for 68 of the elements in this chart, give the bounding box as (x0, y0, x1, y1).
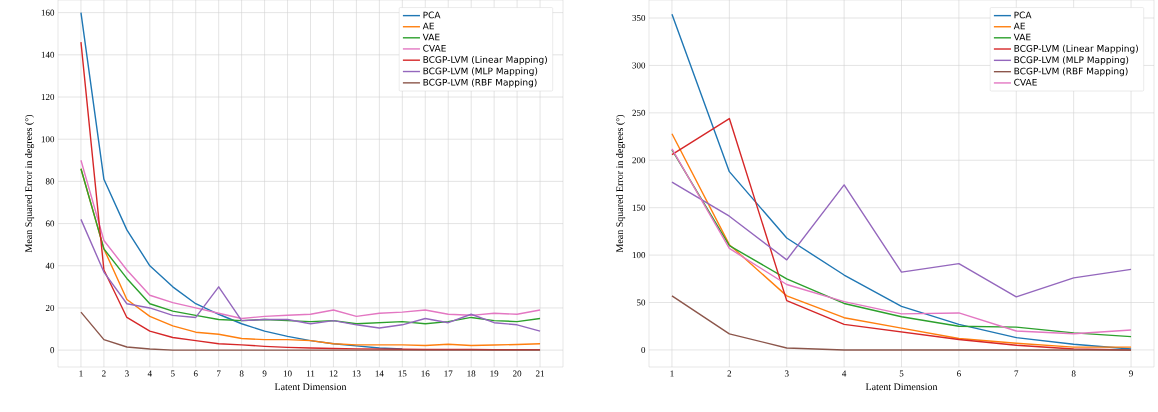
y-tick-label: 200 (632, 157, 646, 164)
x-tick-label: 9 (262, 370, 267, 377)
x-tick-label: 4 (147, 370, 152, 377)
legend-label: VAE (422, 33, 440, 41)
x-tick-label: 13 (352, 370, 361, 377)
y-tick-label: 100 (632, 252, 646, 259)
x-tick-label: 16 (421, 370, 430, 377)
x-tick-label: 6 (957, 370, 961, 377)
legend-label: BCGP-LVM (RBF Mapping) (423, 78, 537, 88)
y-tick-label: 160 (41, 9, 55, 16)
legend-label: BCGP-LVM (Linear Mapping) (423, 56, 547, 65)
y-tick-label: 350 (632, 14, 646, 22)
y-tick-label: 250 (632, 109, 646, 116)
x-tick-label: 8 (239, 370, 244, 377)
legend-label: BCGP-LVM (MLP Mapping) (1014, 56, 1129, 65)
line-series (80, 11, 404, 350)
y-tick-label: 100 (41, 136, 55, 143)
legend-label: CVAE (1014, 78, 1037, 86)
x-tick-label: 3 (784, 370, 789, 377)
legend-label: BCGP-LVM (MLP Mapping) (423, 67, 538, 77)
x-tick-label: 21 (535, 370, 545, 377)
x-tick-label: 1 (670, 370, 674, 377)
x-tick-label: 1 (79, 370, 83, 377)
x-tick-label: 20 (512, 370, 522, 377)
x-tick-label: 5 (171, 370, 175, 377)
x-tick-label: 7 (217, 370, 221, 377)
x-tick-label: 5 (899, 370, 904, 377)
y-axis-title: Mean Squared Error in degrees (°) (616, 114, 626, 253)
x-tick-label: 17 (444, 370, 453, 377)
y-tick-label: 50 (636, 299, 646, 306)
legend-label: BCGP-LVM (Linear Mapping) (1014, 44, 1138, 54)
x-tick-label: 2 (727, 370, 732, 377)
x-tick-label: 6 (193, 370, 198, 377)
x-tick-label: 14 (375, 370, 384, 377)
y-tick-label: 60 (45, 220, 55, 227)
y-axis-title: Mean Squared Error in degrees (°) (25, 114, 35, 253)
legend-label: BCGP-LVM (RBF Mapping) (1014, 67, 1128, 77)
x-tick-label: 3 (125, 370, 129, 377)
line-series (671, 181, 1132, 298)
x-tick-label: 11 (306, 370, 315, 377)
y-tick-label: 140 (41, 51, 55, 58)
legend-label: PCA (423, 11, 441, 19)
y-tick-label: 20 (45, 304, 55, 311)
legend-label: VAE (1013, 33, 1031, 41)
x-axis-title: Latent Dimension (274, 383, 347, 391)
x-tick-label: 4 (842, 370, 847, 377)
x-axis-title: Latent Dimension (865, 383, 938, 391)
y-tick-label: 120 (41, 93, 55, 101)
legend-label: AE (422, 22, 434, 30)
x-tick-label: 2 (102, 370, 106, 377)
x-tick-label: 15 (398, 370, 407, 377)
y-tick-label: 150 (632, 204, 646, 211)
x-tick-label: 19 (490, 370, 499, 377)
y-tick-label: 40 (45, 262, 55, 269)
line-series (80, 218, 541, 332)
y-tick-label: 0 (641, 346, 646, 353)
x-tick-label: 7 (1014, 370, 1019, 377)
x-tick-label: 10 (283, 370, 292, 377)
x-tick-label: 8 (1071, 370, 1076, 377)
legend-label: CVAE (423, 44, 446, 52)
x-tick-label: 9 (1129, 370, 1133, 377)
x-tick-label: 12 (329, 370, 338, 377)
y-tick-label: 80 (45, 178, 55, 185)
x-tick-label: 18 (467, 370, 476, 377)
legend-label: PCA (1014, 11, 1032, 19)
y-tick-label: 300 (632, 62, 646, 69)
y-tick-label: 0 (50, 347, 55, 354)
legend-label: AE (1013, 22, 1025, 30)
